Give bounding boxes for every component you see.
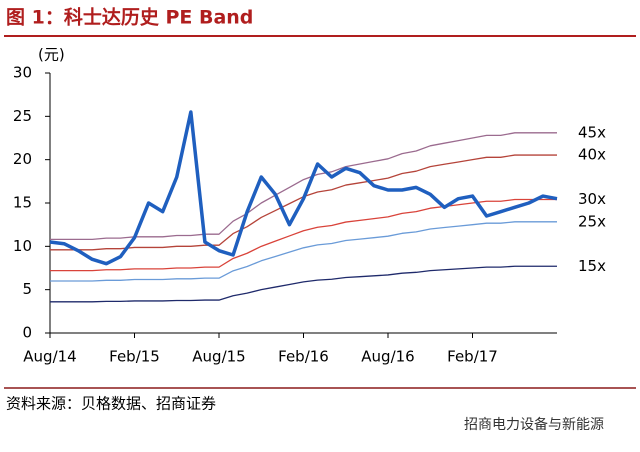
y-tick-label: 0 [22,324,32,342]
y-tick-label: 20 [13,150,32,168]
y-unit: (元) [38,46,65,64]
y-tick-label: 30 [13,64,32,82]
watermark: 招商电力设备与新能源 [464,416,604,433]
y-tick-label: 5 [22,280,32,298]
band-label: 15x [578,257,606,275]
y-tick-label: 15 [13,194,32,212]
band-label: 45x [578,123,606,141]
price-line [49,110,558,266]
x-tick-label: Feb/17 [447,348,498,366]
band-line [50,221,557,282]
chart-title: 图 1：科士达历史 PE Band [6,6,253,29]
source: 资料来源：贝格数据、招商证券 [6,395,216,413]
x-tick-label: Feb/15 [109,348,160,366]
y-tick-label: 25 [13,107,32,125]
x-tick-label: Aug/14 [23,348,76,366]
x-tick-label: Aug/15 [192,348,245,366]
band-label: 40x [578,146,606,164]
band-label: 30x [578,190,606,208]
band-line [50,265,557,303]
band-line [50,198,557,272]
x-tick-label: Aug/16 [361,348,414,366]
band-label: 25x [578,212,606,230]
x-tick-label: Feb/16 [278,348,329,366]
y-tick-label: 10 [13,237,32,255]
